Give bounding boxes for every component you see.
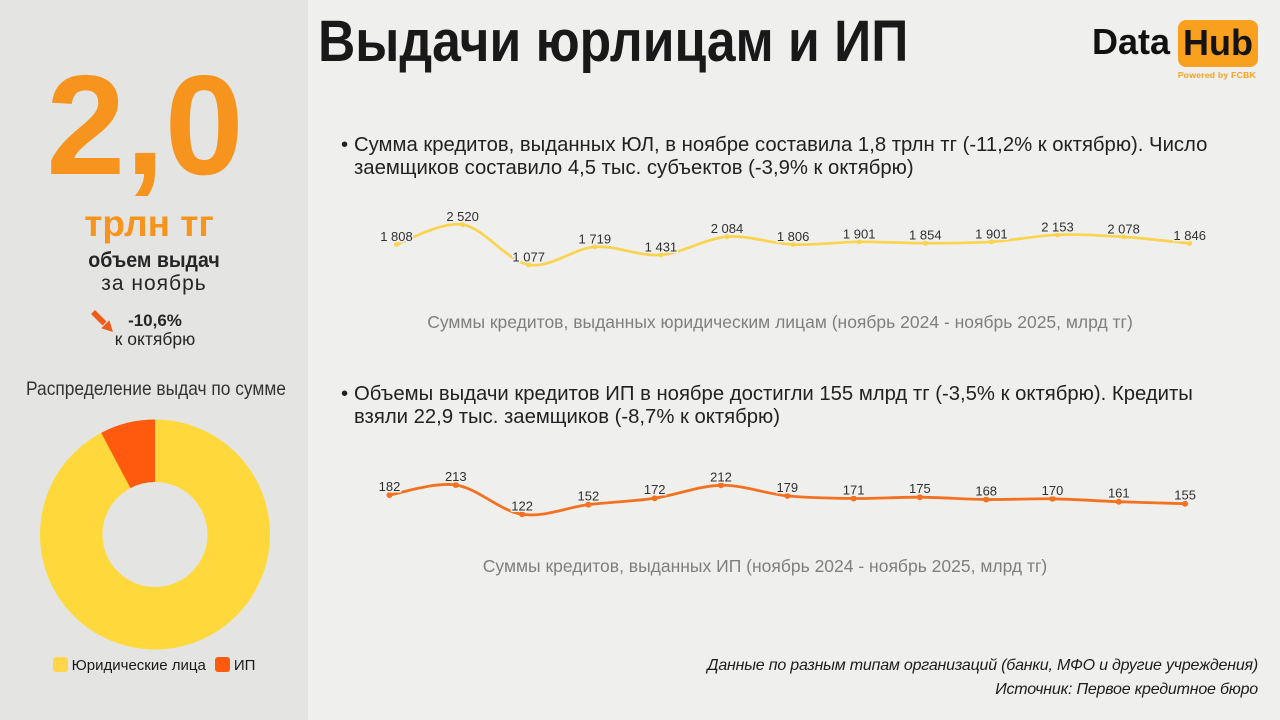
svg-text:2 520: 2 520 [446, 209, 479, 224]
svg-text:175: 175 [909, 481, 931, 496]
svg-text:171: 171 [843, 483, 865, 498]
svg-text:1 854: 1 854 [909, 228, 942, 243]
svg-text:170: 170 [1042, 483, 1064, 498]
svg-text:182: 182 [379, 479, 401, 494]
svg-text:212: 212 [710, 469, 732, 484]
svg-text:1 077: 1 077 [512, 249, 545, 264]
svg-text:213: 213 [445, 469, 467, 484]
svg-text:2 084: 2 084 [711, 221, 744, 236]
svg-text:1 808: 1 808 [380, 229, 413, 244]
svg-text:155: 155 [1174, 488, 1196, 503]
svg-text:1 901: 1 901 [975, 226, 1008, 241]
svg-text:122: 122 [511, 498, 533, 513]
svg-text:1 901: 1 901 [843, 226, 876, 241]
svg-text:1 806: 1 806 [777, 229, 810, 244]
svg-text:179: 179 [776, 480, 798, 495]
svg-text:2 153: 2 153 [1041, 219, 1074, 234]
svg-text:2 078: 2 078 [1107, 221, 1140, 236]
svg-text:1 431: 1 431 [645, 239, 678, 254]
svg-text:1 846: 1 846 [1173, 228, 1206, 243]
svg-text:161: 161 [1108, 486, 1130, 501]
svg-text:168: 168 [975, 484, 997, 499]
svg-text:1 719: 1 719 [579, 231, 612, 246]
svg-text:172: 172 [644, 482, 666, 497]
svg-text:152: 152 [578, 489, 600, 504]
